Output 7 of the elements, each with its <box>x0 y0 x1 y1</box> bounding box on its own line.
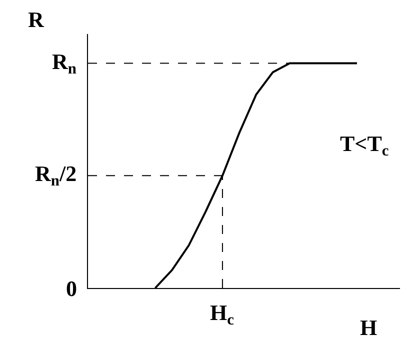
ref-line-label: R$_{n}$ <box>52 49 77 78</box>
annotation: T<T$_{c}$ <box>340 131 389 160</box>
text: H$_{c}$ <box>210 300 234 329</box>
text: 0 <box>66 276 77 301</box>
y-axis-title: R <box>28 7 45 32</box>
ref-line-label: R$_{n}$/2 <box>35 161 77 190</box>
x-axis-title: H <box>360 315 378 340</box>
